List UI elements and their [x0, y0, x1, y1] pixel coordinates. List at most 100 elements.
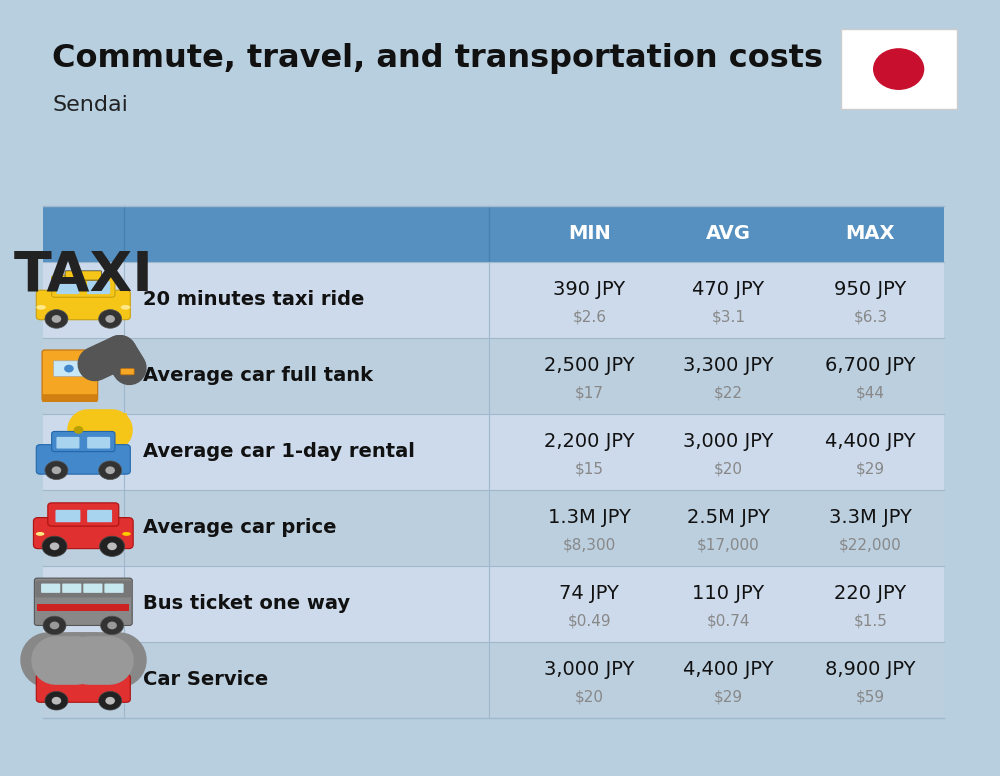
Text: $20: $20: [714, 462, 743, 476]
Circle shape: [52, 697, 61, 705]
Circle shape: [43, 616, 66, 635]
Circle shape: [99, 461, 122, 480]
Text: 2.5M JPY: 2.5M JPY: [687, 508, 770, 528]
Circle shape: [112, 655, 126, 666]
Text: AVG: AVG: [706, 224, 751, 243]
Text: Average car 1-day rental: Average car 1-day rental: [143, 442, 415, 461]
FancyBboxPatch shape: [43, 262, 944, 338]
Circle shape: [99, 691, 122, 710]
FancyBboxPatch shape: [43, 414, 944, 490]
Circle shape: [45, 691, 68, 710]
Text: 1.3M JPY: 1.3M JPY: [548, 508, 631, 528]
FancyBboxPatch shape: [33, 518, 133, 549]
Text: $0.74: $0.74: [707, 614, 750, 629]
Text: MIN: MIN: [568, 224, 611, 243]
Text: 2,200 JPY: 2,200 JPY: [544, 432, 635, 452]
Text: 110 JPY: 110 JPY: [692, 584, 764, 604]
Text: 390 JPY: 390 JPY: [553, 280, 625, 300]
FancyBboxPatch shape: [36, 290, 130, 320]
FancyBboxPatch shape: [56, 667, 79, 678]
Ellipse shape: [36, 305, 46, 310]
FancyBboxPatch shape: [42, 394, 98, 402]
FancyBboxPatch shape: [34, 578, 132, 625]
FancyBboxPatch shape: [87, 437, 110, 449]
Text: Bus ticket one way: Bus ticket one way: [143, 594, 350, 613]
Text: $44: $44: [856, 386, 885, 400]
Circle shape: [69, 422, 88, 438]
Circle shape: [50, 542, 59, 550]
Circle shape: [64, 365, 74, 372]
Text: 3.3M JPY: 3.3M JPY: [829, 508, 912, 528]
Text: 3,000 JPY: 3,000 JPY: [544, 660, 634, 680]
Circle shape: [107, 622, 117, 629]
Circle shape: [107, 542, 117, 550]
Text: MAX: MAX: [846, 224, 895, 243]
Circle shape: [101, 616, 124, 635]
Text: $29: $29: [714, 690, 743, 705]
Circle shape: [105, 697, 115, 705]
FancyBboxPatch shape: [42, 350, 98, 401]
Circle shape: [41, 655, 55, 666]
FancyBboxPatch shape: [83, 584, 102, 593]
Text: 950 JPY: 950 JPY: [834, 280, 906, 300]
Circle shape: [874, 49, 924, 89]
Text: $0.49: $0.49: [567, 614, 611, 629]
Text: $22,000: $22,000: [839, 538, 902, 553]
FancyBboxPatch shape: [41, 584, 60, 593]
Circle shape: [100, 536, 125, 556]
FancyBboxPatch shape: [87, 281, 110, 294]
FancyBboxPatch shape: [121, 369, 134, 375]
Text: $20: $20: [575, 690, 604, 705]
Text: Sendai: Sendai: [52, 95, 128, 116]
Text: 220 JPY: 220 JPY: [834, 584, 906, 604]
Circle shape: [50, 622, 59, 629]
Ellipse shape: [36, 532, 44, 535]
Text: 3,000 JPY: 3,000 JPY: [683, 432, 774, 452]
FancyBboxPatch shape: [62, 584, 81, 593]
Text: 4,400 JPY: 4,400 JPY: [683, 660, 774, 680]
Text: 2,500 JPY: 2,500 JPY: [544, 356, 635, 376]
Text: 6,700 JPY: 6,700 JPY: [825, 356, 916, 376]
Text: Average car price: Average car price: [143, 518, 337, 537]
Text: Average car full tank: Average car full tank: [143, 366, 373, 385]
FancyBboxPatch shape: [43, 566, 944, 642]
Ellipse shape: [122, 532, 131, 535]
Text: $8,300: $8,300: [563, 538, 616, 553]
Text: 4,400 JPY: 4,400 JPY: [825, 432, 916, 452]
FancyBboxPatch shape: [841, 29, 957, 109]
FancyBboxPatch shape: [52, 275, 115, 297]
FancyBboxPatch shape: [36, 445, 130, 474]
Circle shape: [52, 315, 61, 323]
Circle shape: [74, 426, 83, 434]
FancyBboxPatch shape: [104, 584, 124, 593]
Text: $6.3: $6.3: [853, 310, 887, 324]
Text: $17,000: $17,000: [697, 538, 760, 553]
Text: Car Service: Car Service: [143, 670, 268, 689]
FancyBboxPatch shape: [55, 510, 80, 522]
Text: 470 JPY: 470 JPY: [692, 280, 764, 300]
Text: $22: $22: [714, 386, 743, 400]
Circle shape: [45, 461, 68, 480]
FancyBboxPatch shape: [37, 604, 129, 611]
FancyBboxPatch shape: [43, 490, 944, 566]
FancyBboxPatch shape: [54, 361, 84, 376]
Ellipse shape: [121, 305, 130, 310]
Text: Commute, travel, and transportation costs: Commute, travel, and transportation cost…: [52, 43, 823, 74]
Circle shape: [42, 536, 67, 556]
Circle shape: [64, 655, 78, 666]
Circle shape: [105, 466, 115, 474]
Text: $1.5: $1.5: [853, 614, 887, 629]
FancyBboxPatch shape: [65, 271, 102, 280]
FancyBboxPatch shape: [35, 580, 131, 598]
Text: $2.6: $2.6: [572, 310, 606, 324]
FancyBboxPatch shape: [87, 510, 112, 522]
Text: 8,900 JPY: 8,900 JPY: [825, 660, 916, 680]
FancyBboxPatch shape: [43, 338, 944, 414]
Circle shape: [105, 315, 115, 323]
FancyBboxPatch shape: [43, 642, 944, 718]
Text: 20 minutes taxi ride: 20 minutes taxi ride: [143, 290, 365, 309]
FancyBboxPatch shape: [56, 437, 79, 449]
FancyBboxPatch shape: [43, 206, 944, 262]
FancyBboxPatch shape: [52, 661, 115, 681]
FancyBboxPatch shape: [52, 431, 115, 452]
